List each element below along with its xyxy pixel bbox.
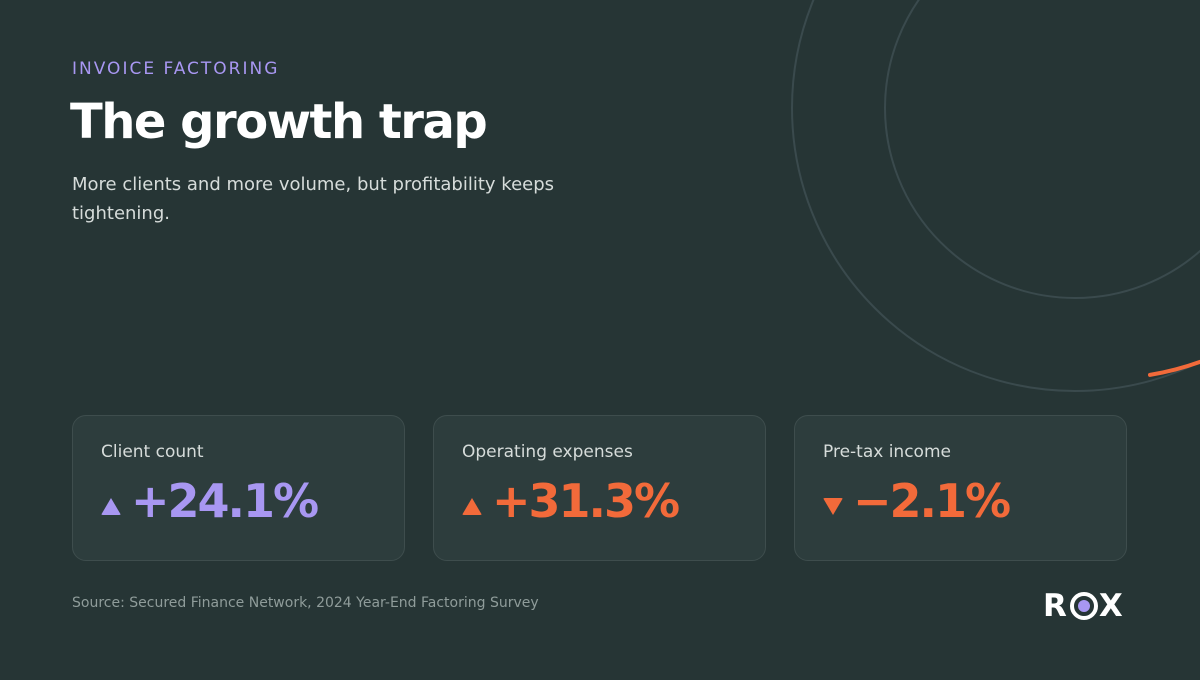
metric-value-row: +24.1% — [101, 474, 319, 528]
arrow-down-icon — [823, 497, 843, 515]
metric-label: Client count — [101, 442, 204, 462]
logo-letter-r: R — [1043, 588, 1068, 624]
logo-letter-x: X — [1098, 588, 1124, 624]
arrow-up-icon — [462, 497, 482, 515]
arrow-up-icon — [101, 497, 121, 515]
metric-label: Pre-tax income — [823, 442, 951, 462]
brand-logo: R X — [1043, 588, 1124, 624]
source-note: Source: Secured Finance Network, 2024 Ye… — [72, 595, 539, 611]
page-title: The growth trap — [70, 94, 488, 150]
metric-value-row: +31.3% — [462, 474, 680, 528]
metric-card-pretax-income: Pre-tax income −2.1% — [794, 415, 1127, 561]
metric-value: −2.1% — [853, 474, 1011, 528]
metric-value-row: −2.1% — [823, 474, 1011, 528]
logo-ring-icon — [1069, 592, 1098, 620]
metric-label: Operating expenses — [462, 442, 633, 462]
metric-card-client-count: Client count +24.1% — [72, 415, 405, 561]
metric-value: +24.1% — [131, 474, 319, 528]
metric-value: +31.3% — [492, 474, 680, 528]
page-subtitle: More clients and more volume, but profit… — [72, 174, 555, 224]
progress-arc — [1148, 359, 1200, 377]
metric-card-operating-expenses: Operating expenses +31.3% — [433, 415, 766, 561]
eyebrow-label: INVOICE FACTORING — [72, 59, 280, 79]
